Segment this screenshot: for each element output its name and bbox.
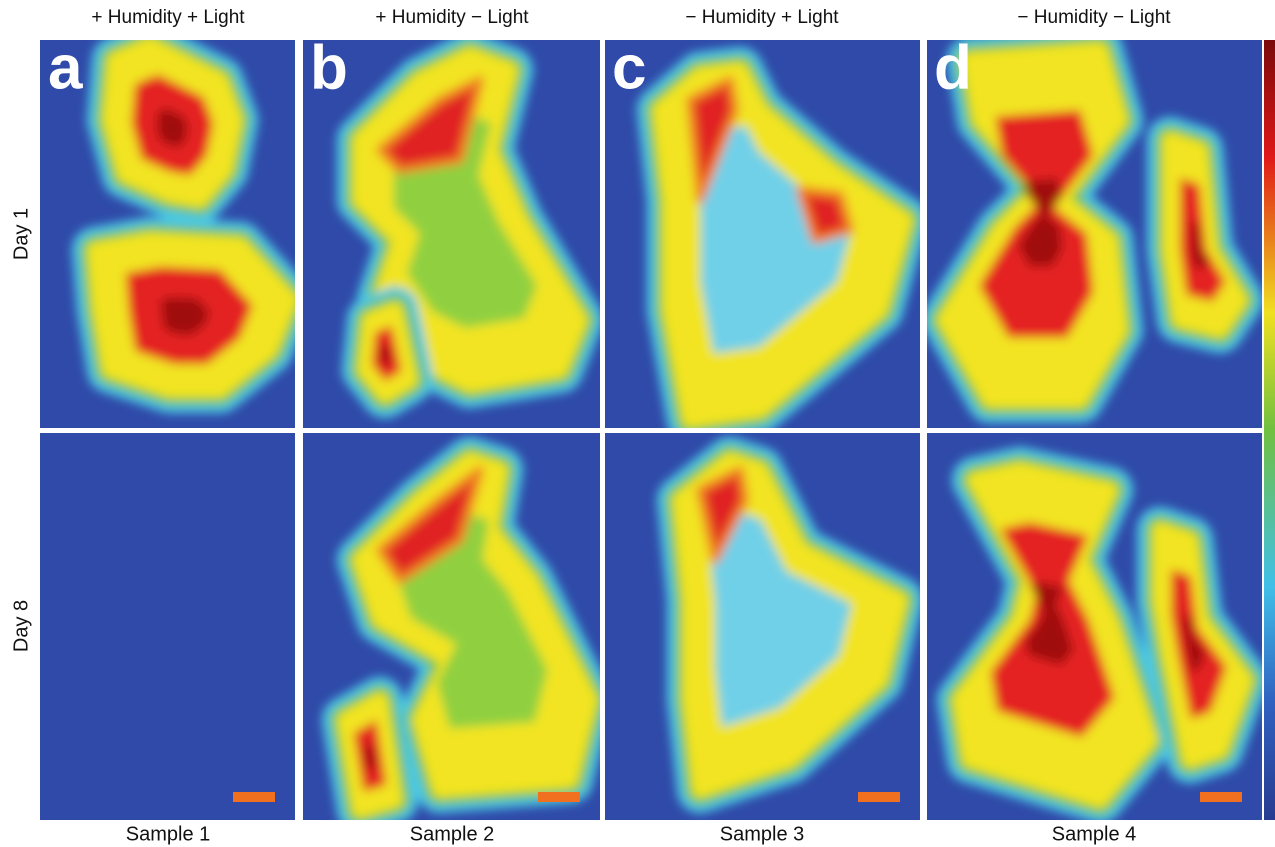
panel-letter: c — [612, 33, 646, 102]
row-label: Day 8 — [10, 600, 32, 652]
panel-letter: d — [934, 33, 972, 102]
scale-bar — [233, 792, 275, 802]
column-header: − Humidity + Light — [685, 7, 839, 28]
sample-label: Sample 3 — [720, 823, 805, 845]
column-header: + Humidity + Light — [91, 7, 245, 28]
figure: + Humidity + Light + Humidity − Light − … — [0, 0, 1275, 847]
panel-letter: a — [48, 33, 83, 102]
scale-bar — [1200, 792, 1242, 802]
column-header: + Humidity − Light — [375, 7, 529, 28]
heatmap-panel — [303, 433, 600, 820]
colorbar — [1264, 40, 1275, 820]
heatmap-panel — [927, 433, 1262, 820]
panel-letter: b — [310, 33, 348, 102]
heatmap-panel — [40, 433, 295, 820]
sample-label: Sample 2 — [410, 823, 495, 845]
heatmap-panel — [605, 433, 920, 820]
row-label: Day 1 — [10, 208, 32, 260]
scale-bar — [858, 792, 900, 802]
column-header: − Humidity − Light — [1017, 7, 1171, 28]
heatmap-panels — [40, 40, 1262, 820]
sample-label: Sample 1 — [126, 823, 211, 845]
heatmap-panel — [927, 40, 1262, 428]
sample-label: Sample 4 — [1052, 823, 1137, 845]
heatmap-panel — [605, 40, 920, 428]
panel-background — [40, 433, 295, 820]
scale-bar — [538, 792, 580, 802]
